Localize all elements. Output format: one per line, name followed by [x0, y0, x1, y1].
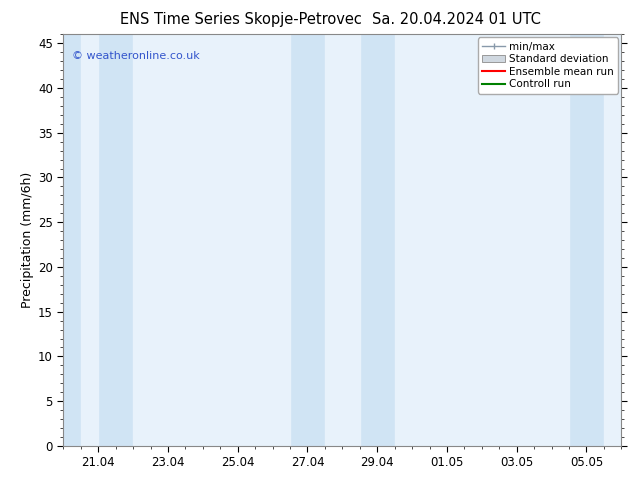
- Bar: [394, 34, 569, 446]
- Bar: [98, 34, 133, 446]
- Text: Sa. 20.04.2024 01 UTC: Sa. 20.04.2024 01 UTC: [372, 12, 541, 27]
- Bar: [359, 34, 394, 446]
- Bar: [290, 34, 325, 446]
- Y-axis label: Precipitation (mm/6h): Precipitation (mm/6h): [21, 172, 34, 308]
- Text: © weatheronline.co.uk: © weatheronline.co.uk: [72, 51, 200, 61]
- Bar: [569, 34, 604, 446]
- Bar: [81, 34, 98, 446]
- Legend: min/max, Standard deviation, Ensemble mean run, Controll run: min/max, Standard deviation, Ensemble me…: [478, 37, 618, 94]
- Text: ENS Time Series Skopje-Petrovec: ENS Time Series Skopje-Petrovec: [120, 12, 362, 27]
- Bar: [63, 34, 81, 446]
- Bar: [325, 34, 359, 446]
- Bar: [604, 34, 621, 446]
- Bar: [133, 34, 290, 446]
